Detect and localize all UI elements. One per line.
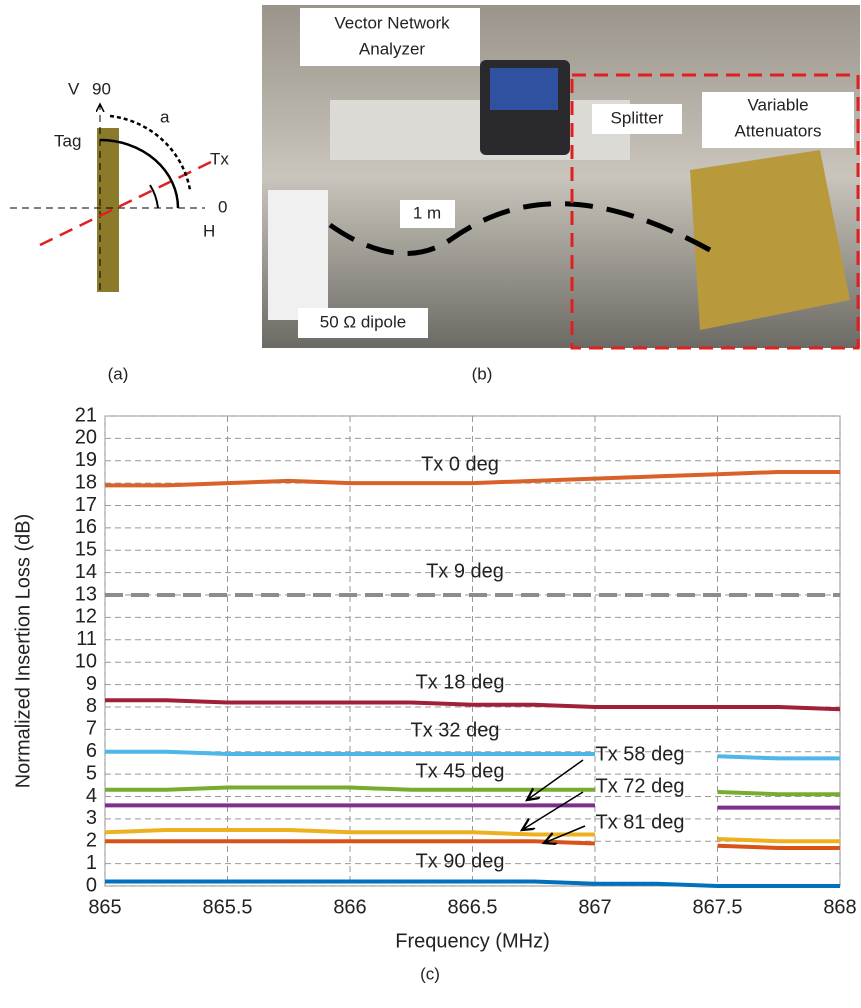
series-line: [105, 749, 840, 761]
y-tick-label: 14: [75, 561, 97, 583]
label-box: [702, 92, 854, 148]
x-tick-label: 867.5: [692, 896, 742, 918]
y-tick-label: 1: [86, 852, 97, 874]
diagram-a: V 90 Tag a Tx 0 H: [10, 79, 229, 292]
y-tick-label: 18: [75, 471, 97, 493]
x-axis-label: Frequency (MHz): [395, 930, 549, 952]
small-arc: [149, 184, 159, 209]
tag-body: [97, 128, 119, 292]
y-tick-label: 17: [75, 494, 97, 516]
y-tick-label: 16: [75, 516, 97, 538]
arrow: [544, 825, 586, 843]
x-tick-label: 865: [88, 896, 121, 918]
series-label: Tx 81 deg: [596, 811, 685, 833]
series-line: [104, 828, 840, 844]
label: V: [68, 79, 80, 98]
y-tick-label: 11: [76, 628, 97, 650]
label: 90: [92, 79, 111, 98]
label-box: [592, 104, 682, 134]
y-tick-label: 3: [86, 807, 97, 829]
label: Variable: [747, 95, 808, 114]
panel-label: (a): [108, 364, 129, 383]
a-arc: [109, 114, 192, 191]
label: Analyzer: [359, 39, 425, 58]
arrow: [527, 759, 584, 800]
series-label: Tx 90 deg: [416, 850, 505, 872]
y-tick-label: 21: [75, 404, 97, 426]
series-label: Tx 58 deg: [596, 743, 685, 765]
series-label: Tx 0 deg: [421, 453, 499, 475]
vna-screen: [490, 68, 558, 110]
series-line: [105, 839, 840, 850]
y-tick-label: 6: [86, 740, 97, 762]
x-tick-label: 866.5: [447, 896, 497, 918]
series-label: Tx 45 deg: [416, 760, 505, 782]
label: Vector Network: [334, 13, 450, 32]
label-box: [300, 8, 480, 66]
label: 50 Ω dipole: [320, 312, 406, 331]
angle-arc: [99, 138, 180, 209]
y-tick-label: 19: [75, 449, 97, 471]
panel-label: (c): [420, 964, 440, 983]
y-tick-label: 4: [86, 785, 97, 807]
arrow: [522, 791, 584, 830]
series-line: [105, 803, 840, 810]
y-tick-label: 7: [86, 718, 97, 740]
y-tick-label: 13: [75, 583, 97, 605]
label: a: [160, 107, 170, 126]
label: 1 m: [413, 203, 441, 222]
y-tick-label: 8: [86, 695, 97, 717]
label-box: [298, 308, 428, 338]
panel-label: (b): [472, 364, 493, 383]
attenuator-box: [570, 73, 860, 350]
x-tick-label: 865.5: [202, 896, 252, 918]
label: 0: [218, 197, 227, 216]
y-axis-label: Normalized Insertion Loss (dB): [12, 514, 34, 789]
dipole-board: [268, 190, 328, 320]
y-tick-label: 20: [75, 427, 97, 449]
y-tick-label: 9: [86, 673, 97, 695]
x-tick-label: 866: [333, 896, 366, 918]
y-tick-label: 12: [75, 606, 97, 628]
series-line: [105, 698, 841, 712]
series-line: [105, 879, 840, 888]
x-tick-label: 868: [823, 896, 856, 918]
series-label: Tx 72 deg: [596, 775, 685, 797]
tx-line: [39, 158, 216, 247]
label: Attenuators: [735, 121, 822, 140]
y-tick-label: 2: [86, 830, 97, 852]
label: H: [203, 221, 215, 240]
series-line: [105, 469, 840, 488]
y-tick-label: 15: [75, 539, 97, 561]
label-box: [400, 200, 455, 228]
arrows: [522, 759, 586, 843]
series-line: [105, 785, 840, 797]
label: Tx: [210, 149, 229, 168]
y-tick-label: 10: [75, 650, 97, 672]
x-tick-label: 867: [578, 896, 611, 918]
label: Tag: [54, 131, 81, 150]
y-tick-label: 0: [86, 874, 97, 896]
label: Splitter: [611, 108, 664, 127]
distance-line: [328, 201, 712, 256]
y-tick-label: 5: [86, 762, 97, 784]
horn: [690, 150, 850, 330]
series-label: Tx 9 deg: [426, 560, 504, 582]
series-label: Tx 18 deg: [416, 671, 505, 693]
series-label: Tx 32 deg: [411, 719, 500, 741]
photo-b: Vector Network Analyzer Splitter Variabl…: [262, 5, 860, 350]
